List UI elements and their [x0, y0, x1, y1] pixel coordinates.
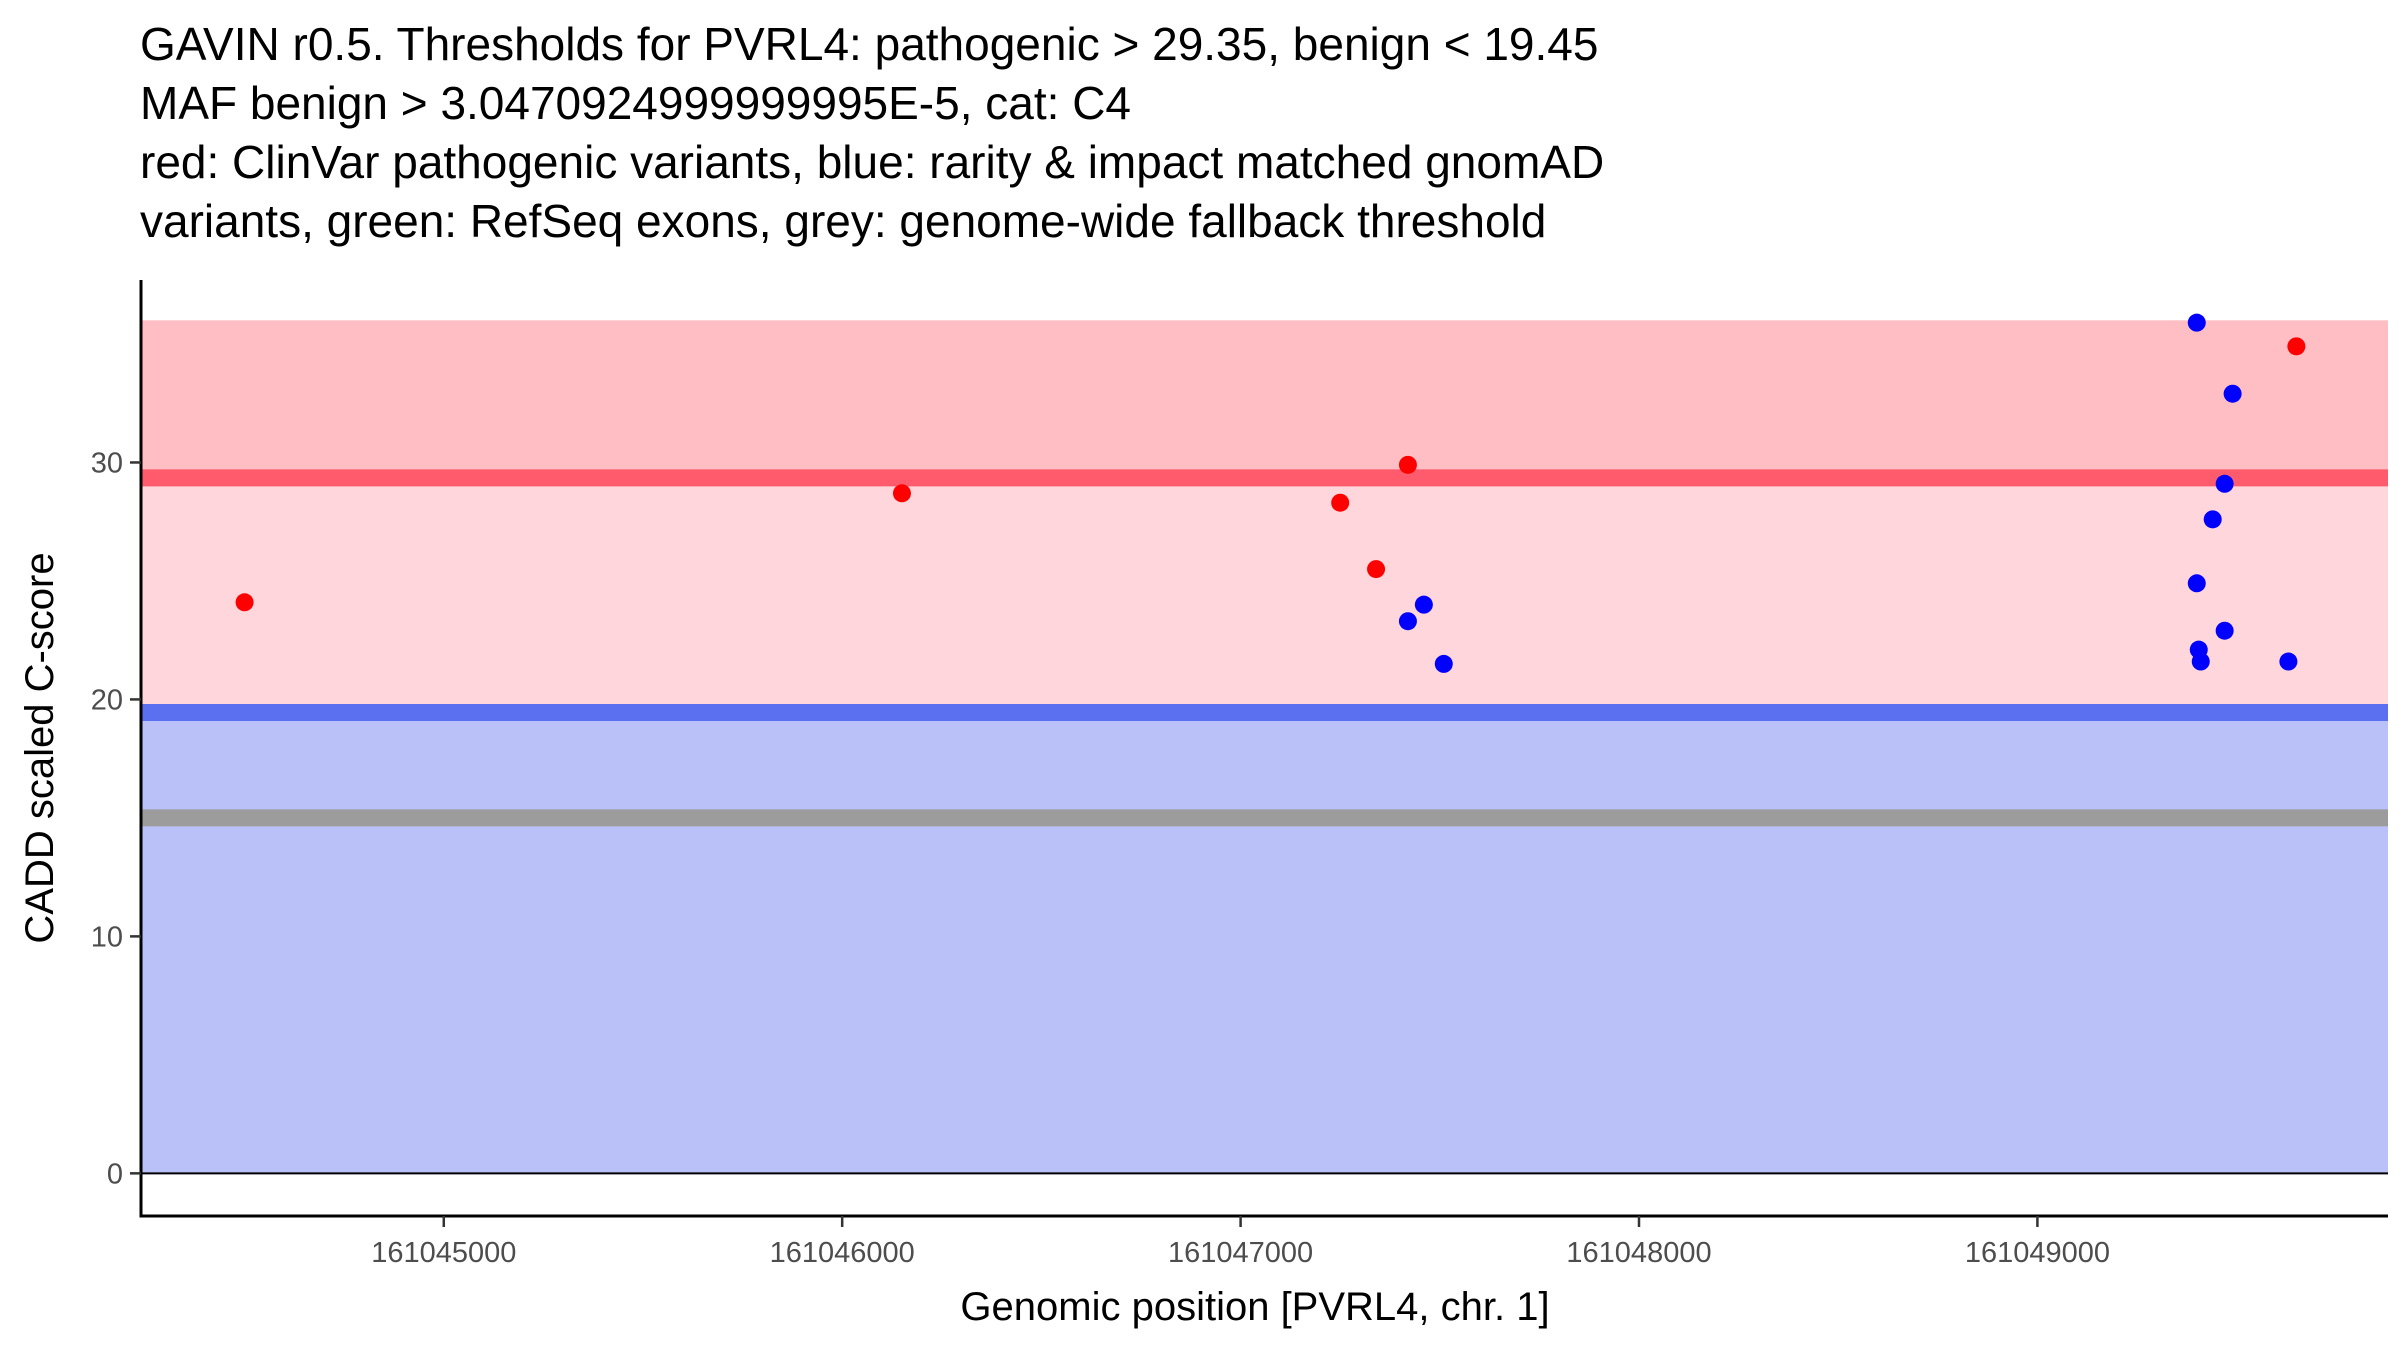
y-tick-label: 30	[91, 447, 123, 479]
gnomad-variant-point-4	[2187, 313, 2206, 332]
chart-title-line-1: GAVIN r0.5. Thresholds for PVRL4: pathog…	[140, 18, 1598, 70]
clinvar-pathogenic-point-2	[892, 484, 911, 503]
chart-title: GAVIN r0.5. Thresholds for PVRL4: pathog…	[140, 18, 1604, 247]
x-tick-label: 161047000	[1168, 1237, 1313, 1269]
chart-title-line-2: MAF benign > 3.0470924999999995E-5, cat:…	[140, 77, 1131, 129]
gnomad-variant-point-8	[2187, 574, 2206, 593]
y-tick-label: 0	[107, 1158, 123, 1190]
clinvar-pathogenic-point-3	[1331, 493, 1350, 512]
gnomad-variant-point-7	[2203, 510, 2222, 529]
clinvar-pathogenic-point-4	[1367, 560, 1386, 579]
gnomad-variant-point-11	[2191, 652, 2210, 671]
pathogenic-upper-band	[141, 320, 2388, 478]
pathogenic-lower-band	[141, 477, 2388, 713]
x-axis-title: Genomic position [PVRL4, chr. 1]	[960, 1285, 1549, 1329]
gnomad-variant-point-6	[2215, 474, 2234, 493]
y-axis-title: CADD scaled C-score	[18, 552, 62, 943]
chart-title-line-4: variants, green: RefSeq exons, grey: gen…	[140, 195, 1546, 247]
chart-title-line-3: red: ClinVar pathogenic variants, blue: …	[140, 136, 1604, 188]
threshold-lines	[141, 469, 2388, 1175]
clinvar-pathogenic-point-6	[2287, 337, 2306, 356]
x-tick-label: 161049000	[1965, 1237, 2110, 1269]
variant-points	[235, 313, 2306, 673]
y-tick-label: 10	[91, 921, 123, 953]
benign-band	[141, 712, 2388, 1174]
gnomad-variant-point-12	[2279, 652, 2298, 671]
y-tick-label: 20	[91, 684, 123, 716]
gnomad-variant-point-2	[1414, 595, 1433, 614]
clinvar-pathogenic-point-5	[1398, 455, 1417, 474]
gnomad-variant-point-9	[2215, 621, 2234, 640]
clinvar-pathogenic-point-1	[235, 593, 254, 612]
x-tick-label: 161045000	[371, 1237, 516, 1269]
x-tick-label: 161046000	[770, 1237, 915, 1269]
axes: 161045000 161046000 161047000 161048000 1610…	[91, 280, 2388, 1269]
gnomad-variant-point-3	[1434, 654, 1453, 673]
gnomad-variant-point-1	[1398, 612, 1417, 631]
threshold-bands	[141, 320, 2388, 1174]
gnomad-variant-point-5	[2223, 384, 2242, 403]
x-tick-label: 161048000	[1566, 1237, 1711, 1269]
